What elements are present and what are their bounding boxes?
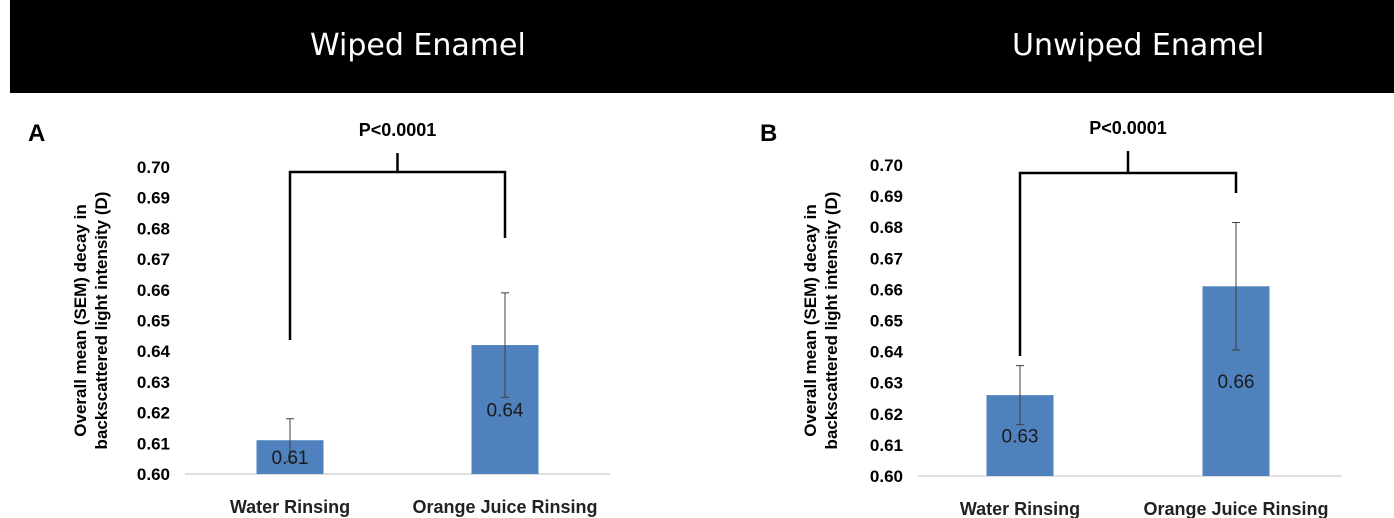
panel-a-significance-bracket	[288, 170, 507, 340]
panel-a-y-tick-label: 0.60	[137, 465, 170, 484]
panel-b-y-tick-label: 0.66	[870, 280, 903, 299]
panel-a-y-tick-label: 0.62	[137, 404, 170, 423]
panel-a-y-tick-label: 0.66	[137, 281, 170, 300]
panel-b-category-label: Orange Juice Rinsing	[1143, 499, 1328, 518]
panel-a-y-tick-label: 0.70	[137, 158, 170, 177]
panel-b-y-axis-title-line1: Overall mean (SEM) decay in	[801, 204, 820, 436]
panel-b-y-axis-title-line2: backscattered light intensity (D)	[822, 192, 841, 450]
panel-b-y-tick-label: 0.69	[870, 187, 903, 206]
panel-b-y-tick-label: 0.60	[870, 467, 903, 486]
panel-b-data-label: 0.63	[1002, 427, 1039, 448]
panel-a-y-tick-label: 0.69	[137, 189, 170, 208]
panel-a-y-tick-label: 0.61	[137, 434, 170, 453]
header-bar: Wiped Enamel Unwiped Enamel	[10, 0, 1394, 93]
panel-b-y-tick-label: 0.63	[870, 374, 903, 393]
panel-b-category-label: Water Rinsing	[960, 499, 1080, 518]
panel-a-category-label: Water Rinsing	[230, 497, 350, 517]
panel-a-y-tick-label: 0.64	[137, 342, 171, 361]
panel-b-y-tick-label: 0.67	[870, 249, 903, 268]
panel-a-y-tick-label: 0.67	[137, 250, 170, 269]
panel-b-y-tick-label: 0.65	[870, 312, 903, 331]
panel-a-y-axis-title-line1: Overall mean (SEM) decay in	[71, 204, 90, 436]
panel-b-data-label: 0.66	[1218, 372, 1255, 393]
panel-b-y-tick-label: 0.64	[870, 343, 904, 362]
unwiped-enamel-title: Unwiped Enamel	[1012, 28, 1265, 63]
panel-b-y-tick-label: 0.70	[870, 156, 903, 175]
wiped-enamel-title: Wiped Enamel	[310, 28, 526, 63]
panel-a-y-axis-title: Overall mean (SEM) decay in backscattered…	[71, 192, 111, 450]
panel-a-data-label: 0.61	[272, 448, 309, 469]
panel-b-label: B	[760, 120, 777, 147]
panel-a-y-tick-label: 0.65	[137, 312, 170, 331]
panel-b-p-value: P<0.0001	[1089, 118, 1167, 138]
panel-a-category-label: Orange Juice Rinsing	[412, 497, 597, 517]
panel-a-data-label: 0.64	[487, 401, 524, 422]
panel-b-y-tick-label: 0.62	[870, 405, 903, 424]
panel-a-label: A	[28, 120, 45, 147]
panel-a-y-tick-label: 0.68	[137, 219, 170, 238]
panel-a-y-axis-title-line2: backscattered light intensity (D)	[92, 192, 111, 450]
panel-b-y-axis-title: Overall mean (SEM) decay in backscattered…	[801, 192, 841, 450]
panel-a-p-value: P<0.0001	[359, 120, 437, 140]
panel-a-y-tick-label: 0.63	[137, 373, 170, 392]
panel-b-y-tick-label: 0.61	[870, 436, 903, 455]
panel-b-y-tick-label: 0.68	[870, 218, 903, 237]
